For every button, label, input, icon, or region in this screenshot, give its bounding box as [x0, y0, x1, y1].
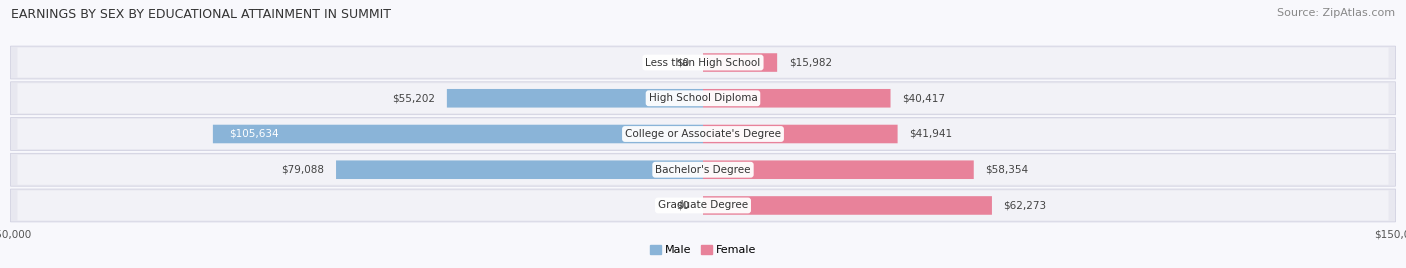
Text: $55,202: $55,202	[392, 93, 436, 103]
Text: $0: $0	[676, 58, 689, 68]
Text: $79,088: $79,088	[281, 165, 325, 175]
FancyBboxPatch shape	[703, 53, 778, 72]
Text: Graduate Degree: Graduate Degree	[658, 200, 748, 210]
FancyBboxPatch shape	[17, 47, 1389, 77]
FancyBboxPatch shape	[17, 191, 1389, 221]
Text: $62,273: $62,273	[1004, 200, 1046, 210]
FancyBboxPatch shape	[10, 118, 1396, 150]
Text: $41,941: $41,941	[910, 129, 952, 139]
FancyBboxPatch shape	[703, 89, 890, 107]
FancyBboxPatch shape	[17, 155, 1389, 185]
FancyBboxPatch shape	[17, 83, 1389, 113]
Text: Less than High School: Less than High School	[645, 58, 761, 68]
FancyBboxPatch shape	[10, 189, 1396, 222]
FancyBboxPatch shape	[336, 161, 703, 179]
Text: $58,354: $58,354	[986, 165, 1028, 175]
FancyBboxPatch shape	[17, 119, 1389, 149]
Text: Bachelor's Degree: Bachelor's Degree	[655, 165, 751, 175]
Text: College or Associate's Degree: College or Associate's Degree	[626, 129, 780, 139]
FancyBboxPatch shape	[10, 46, 1396, 79]
FancyBboxPatch shape	[703, 196, 993, 215]
FancyBboxPatch shape	[212, 125, 703, 143]
Text: High School Diploma: High School Diploma	[648, 93, 758, 103]
Text: $40,417: $40,417	[903, 93, 945, 103]
Text: Source: ZipAtlas.com: Source: ZipAtlas.com	[1277, 8, 1395, 18]
Text: $15,982: $15,982	[789, 58, 832, 68]
FancyBboxPatch shape	[10, 82, 1396, 115]
FancyBboxPatch shape	[703, 125, 897, 143]
FancyBboxPatch shape	[447, 89, 703, 107]
Legend: Male, Female: Male, Female	[645, 240, 761, 260]
FancyBboxPatch shape	[10, 153, 1396, 186]
FancyBboxPatch shape	[703, 161, 974, 179]
Text: $105,634: $105,634	[229, 129, 278, 139]
Text: $0: $0	[676, 200, 689, 210]
Text: EARNINGS BY SEX BY EDUCATIONAL ATTAINMENT IN SUMMIT: EARNINGS BY SEX BY EDUCATIONAL ATTAINMEN…	[11, 8, 391, 21]
